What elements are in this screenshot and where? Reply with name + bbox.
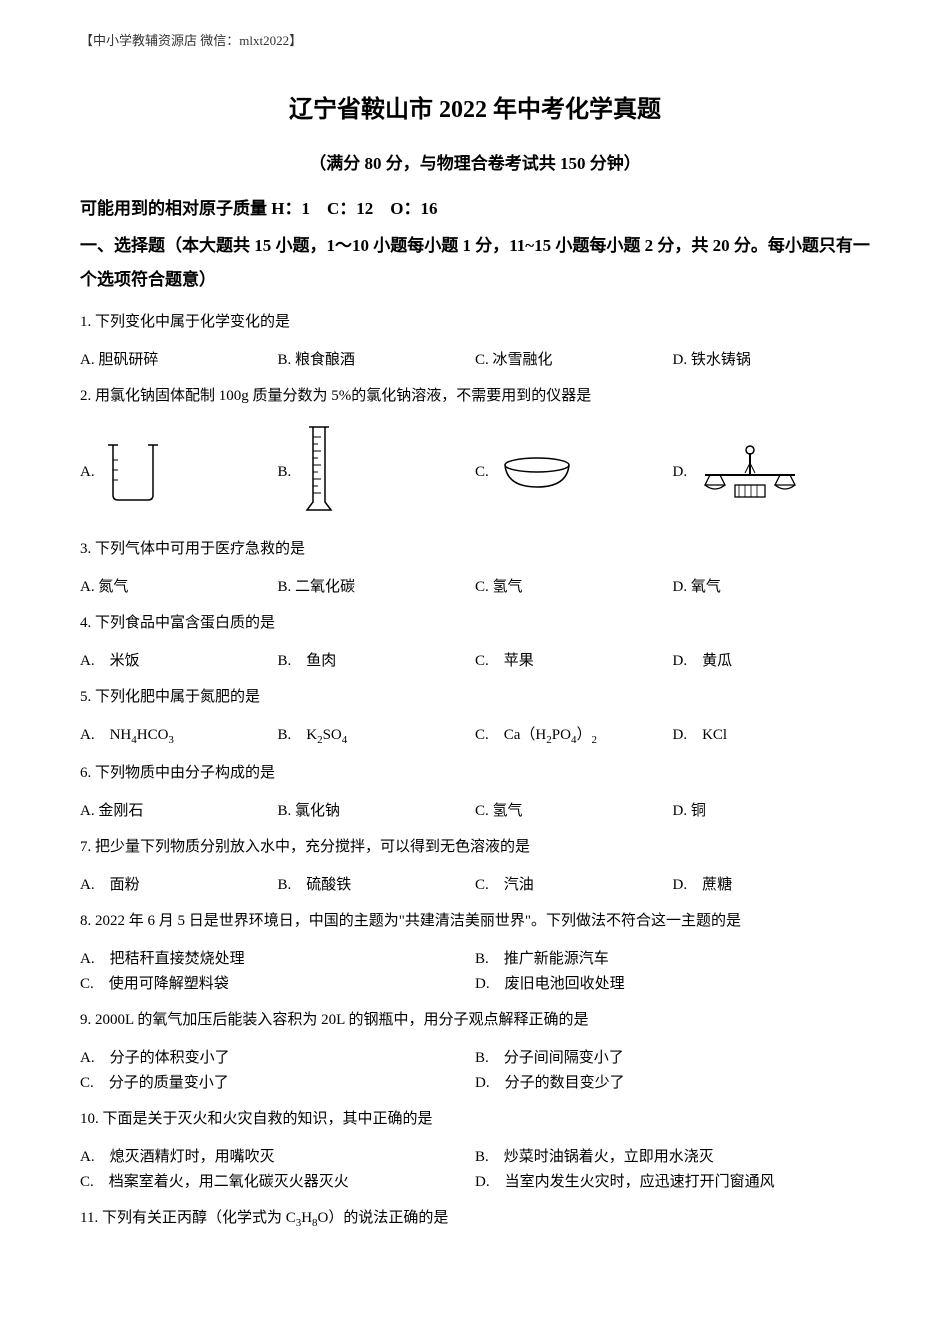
- q4-option-d: D. 黄瓜: [673, 647, 871, 672]
- q6-option-b: B. 氯化钠: [278, 797, 476, 822]
- question-6: 6. 下列物质中由分子构成的是: [80, 760, 870, 787]
- q6-options: A. 金刚石 B. 氯化钠 C. 氢气 D. 铜: [80, 797, 870, 822]
- q8-option-c: C. 使用可降解塑料袋: [80, 970, 475, 995]
- q10-options: A. 熄灭酒精灯时，用嘴吹灭 B. 炒菜时油锅着火，立即用水浇灭 C. 档案室着…: [80, 1143, 870, 1193]
- q6-option-c: C. 氢气: [475, 797, 673, 822]
- q8-options: A. 把秸秆直接焚烧处理 B. 推广新能源汽车 C. 使用可降解塑料袋 D. 废…: [80, 945, 870, 995]
- q2-d-label: D.: [673, 464, 688, 481]
- graduated-cylinder-icon: [299, 422, 339, 522]
- q5-option-a: A. NH4HCO3: [80, 721, 278, 748]
- q2-option-d: D.: [673, 433, 871, 512]
- q1-option-c: C. 冰雪融化: [475, 346, 673, 371]
- q7-option-a: A. 面粉: [80, 871, 278, 896]
- q8-option-a: A. 把秸秆直接焚烧处理: [80, 945, 475, 970]
- q5-option-c: C. Ca（H2PO4）2: [475, 721, 673, 748]
- q2-b-label: B.: [278, 464, 292, 481]
- question-11: 11. 下列有关正丙醇（化学式为 C3H8O）的说法正确的是: [80, 1205, 870, 1234]
- q4-options: A. 米饭 B. 鱼肉 C. 苹果 D. 黄瓜: [80, 647, 870, 672]
- question-9: 9. 2000L 的氧气加压后能装入容积为 20L 的钢瓶中，用分子观点解释正确…: [80, 1007, 870, 1034]
- q1-option-a: A. 胆矾研碎: [80, 346, 278, 371]
- q10-option-a: A. 熄灭酒精灯时，用嘴吹灭: [80, 1143, 475, 1168]
- question-10: 10. 下面是关于灭火和火灾自救的知识，其中正确的是: [80, 1106, 870, 1133]
- q5-option-d: D. KCl: [673, 721, 871, 748]
- q2-a-label: A.: [80, 464, 95, 481]
- question-5: 5. 下列化肥中属于氮肥的是: [80, 684, 870, 711]
- q2-option-a: A.: [80, 433, 278, 512]
- question-3: 3. 下列气体中可用于医疗急救的是: [80, 536, 870, 563]
- question-8: 8. 2022 年 6 月 5 日是世界环境日，中国的主题为"共建清洁美丽世界"…: [80, 908, 870, 935]
- q10-option-b: B. 炒菜时油锅着火，立即用水浇灭: [475, 1143, 870, 1168]
- q2-option-c: C.: [475, 443, 673, 502]
- q10-option-c: C. 档案室着火，用二氧化碳灭火器灭火: [80, 1168, 475, 1193]
- q3-option-a: A. 氮气: [80, 573, 278, 598]
- q5-option-b: B. K2SO4: [278, 721, 476, 748]
- q1-option-d: D. 铁水铸锅: [673, 346, 871, 371]
- q3-option-d: D. 氧气: [673, 573, 871, 598]
- q3-option-b: B. 二氧化碳: [278, 573, 476, 598]
- q7-option-b: B. 硫酸铁: [278, 871, 476, 896]
- q3-options: A. 氮气 B. 二氧化碳 C. 氢气 D. 氧气: [80, 573, 870, 598]
- q1-option-b: B. 粮食酿酒: [278, 346, 476, 371]
- beaker-icon: [103, 435, 163, 510]
- q4-option-a: A. 米饭: [80, 647, 278, 672]
- q9-option-a: A. 分子的体积变小了: [80, 1044, 475, 1069]
- question-4: 4. 下列食品中富含蛋白质的是: [80, 610, 870, 637]
- q6-option-d: D. 铜: [673, 797, 871, 822]
- q5-options: A. NH4HCO3 B. K2SO4 C. Ca（H2PO4）2 D. KCl: [80, 721, 870, 748]
- q2-option-b: B.: [278, 420, 476, 524]
- balance-scale-icon: [695, 435, 805, 510]
- q1-options: A. 胆矾研碎 B. 粮食酿酒 C. 冰雪融化 D. 铁水铸锅: [80, 346, 870, 371]
- q9-option-d: D. 分子的数目变少了: [475, 1069, 870, 1094]
- q3-option-c: C. 氢气: [475, 573, 673, 598]
- section-title: 一、选择题（本大题共 15 小题，1～10 小题每小题 1 分，11~15 小题…: [80, 229, 870, 297]
- evaporating-dish-icon: [497, 445, 577, 500]
- header-note: 【中小学教辅资源店 微信：mlxt2022】: [80, 30, 870, 49]
- q7-option-c: C. 汽油: [475, 871, 673, 896]
- q8-option-d: D. 废旧电池回收处理: [475, 970, 870, 995]
- subtitle: （满分 80 分，与物理合卷考试共 150 分钟）: [80, 149, 870, 174]
- q7-option-d: D. 蔗糖: [673, 871, 871, 896]
- q9-option-b: B. 分子间间隔变小了: [475, 1044, 870, 1069]
- q7-options: A. 面粉 B. 硫酸铁 C. 汽油 D. 蔗糖: [80, 871, 870, 896]
- question-1: 1. 下列变化中属于化学变化的是: [80, 309, 870, 336]
- q4-option-b: B. 鱼肉: [278, 647, 476, 672]
- q2-options: A. B.: [80, 420, 870, 524]
- q9-option-c: C. 分子的质量变小了: [80, 1069, 475, 1094]
- q2-c-label: C.: [475, 464, 489, 481]
- question-2: 2. 用氯化钠固体配制 100g 质量分数为 5%的氯化钠溶液，不需要用到的仪器…: [80, 383, 870, 410]
- q4-option-c: C. 苹果: [475, 647, 673, 672]
- main-title: 辽宁省鞍山市 2022 年中考化学真题: [80, 89, 870, 124]
- atomic-mass-info: 可能用到的相对原子质量 H：1 C：12 O：16: [80, 194, 870, 219]
- q9-options: A. 分子的体积变小了 B. 分子间间隔变小了 C. 分子的质量变小了 D. 分…: [80, 1044, 870, 1094]
- question-7: 7. 把少量下列物质分别放入水中，充分搅拌，可以得到无色溶液的是: [80, 834, 870, 861]
- q6-option-a: A. 金刚石: [80, 797, 278, 822]
- q8-option-b: B. 推广新能源汽车: [475, 945, 870, 970]
- q10-option-d: D. 当室内发生火灾时，应迅速打开门窗通风: [475, 1168, 870, 1193]
